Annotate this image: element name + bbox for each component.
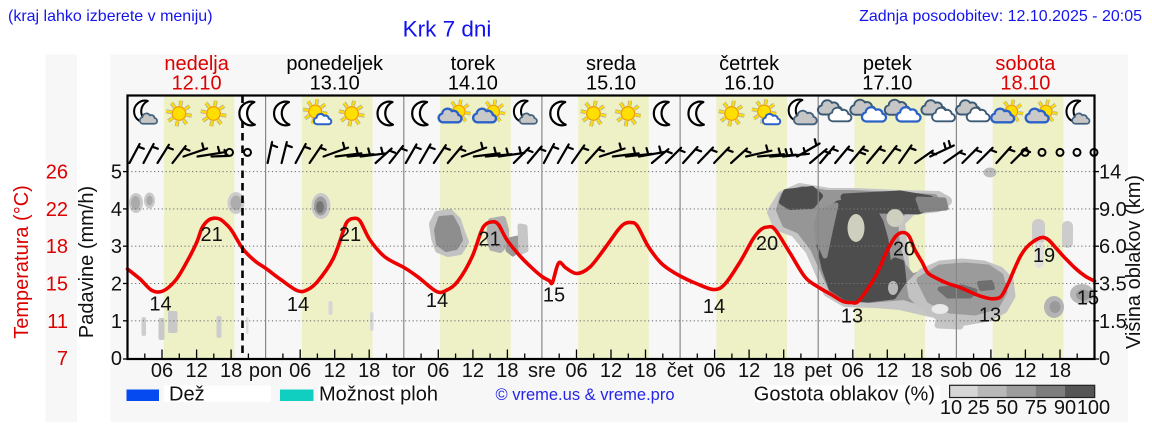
svg-text:7: 7 — [57, 348, 68, 370]
svg-text:(kraj lahko izberete v meniju): (kraj lahko izberete v meniju) — [8, 8, 213, 25]
svg-text:50: 50 — [996, 397, 1018, 419]
svg-text:14: 14 — [149, 294, 171, 316]
svg-text:21: 21 — [339, 224, 361, 246]
svg-text:sre: sre — [528, 360, 556, 382]
svg-text:06: 06 — [151, 360, 173, 382]
svg-text:13: 13 — [979, 305, 1001, 327]
svg-text:26: 26 — [46, 162, 68, 184]
svg-text:12: 12 — [185, 360, 207, 382]
svg-text:6.0: 6.0 — [1099, 236, 1127, 258]
svg-text:9.0: 9.0 — [1099, 199, 1127, 221]
svg-text:21: 21 — [478, 229, 500, 251]
svg-text:100: 100 — [1077, 397, 1110, 419]
svg-text:nedelja: nedelja — [164, 53, 229, 75]
svg-text:06: 06 — [842, 360, 864, 382]
svg-text:15.10: 15.10 — [586, 73, 636, 95]
svg-text:75: 75 — [1025, 397, 1047, 419]
svg-text:18: 18 — [1049, 360, 1071, 382]
svg-text:12: 12 — [324, 360, 346, 382]
svg-text:15: 15 — [46, 274, 68, 296]
svg-text:17.10: 17.10 — [862, 73, 912, 95]
svg-text:Temperatura (°C): Temperatura (°C) — [11, 185, 33, 339]
svg-text:14: 14 — [426, 290, 448, 312]
svg-text:Zadnja posodobitev: 12.10.2025: Zadnja posodobitev: 12.10.2025 - 20:05 — [859, 8, 1142, 25]
svg-text:3.5: 3.5 — [1099, 274, 1127, 296]
svg-text:© vreme.us & vreme.pro: © vreme.us & vreme.pro — [495, 386, 674, 404]
svg-text:18: 18 — [220, 360, 242, 382]
svg-text:15: 15 — [543, 285, 565, 307]
svg-text:14: 14 — [703, 296, 725, 318]
svg-text:12: 12 — [462, 360, 484, 382]
svg-text:22: 22 — [46, 199, 68, 221]
svg-text:18: 18 — [773, 360, 795, 382]
svg-text:sob: sob — [940, 360, 972, 382]
svg-text:4: 4 — [111, 199, 122, 221]
svg-text:Možnost ploh: Možnost ploh — [319, 384, 438, 406]
svg-text:18: 18 — [358, 360, 380, 382]
svg-text:petek: petek — [863, 53, 913, 75]
svg-text:90: 90 — [1054, 397, 1076, 419]
svg-text:18: 18 — [46, 236, 68, 258]
svg-text:0: 0 — [1099, 348, 1110, 370]
svg-text:12: 12 — [1014, 360, 1036, 382]
svg-text:Padavine (mm/h): Padavine (mm/h) — [76, 186, 98, 338]
svg-text:15: 15 — [1077, 288, 1099, 310]
svg-text:2: 2 — [111, 274, 122, 296]
svg-text:Gostota oblakov (%): Gostota oblakov (%) — [754, 384, 935, 406]
svg-text:čet: čet — [667, 360, 694, 382]
svg-text:14: 14 — [287, 294, 309, 316]
svg-text:5: 5 — [111, 162, 122, 184]
svg-text:četrtek: četrtek — [719, 53, 780, 75]
svg-text:12: 12 — [600, 360, 622, 382]
svg-text:torek: torek — [451, 53, 496, 75]
svg-text:20: 20 — [756, 233, 778, 255]
svg-text:12.10: 12.10 — [172, 73, 222, 95]
svg-text:Dež: Dež — [169, 384, 205, 406]
svg-text:Višina oblakov (km): Višina oblakov (km) — [1123, 175, 1145, 349]
svg-text:18: 18 — [911, 360, 933, 382]
svg-text:06: 06 — [565, 360, 587, 382]
svg-text:25: 25 — [967, 397, 989, 419]
svg-text:1.5: 1.5 — [1099, 311, 1127, 333]
svg-text:18: 18 — [496, 360, 518, 382]
svg-text:13.10: 13.10 — [310, 73, 360, 95]
svg-text:sobota: sobota — [995, 53, 1056, 75]
svg-text:sreda: sreda — [586, 53, 637, 75]
svg-text:18: 18 — [634, 360, 656, 382]
svg-text:12: 12 — [738, 360, 760, 382]
svg-text:0: 0 — [111, 348, 122, 370]
svg-text:14.10: 14.10 — [448, 73, 498, 95]
svg-text:Krk 7 dni: Krk 7 dni — [403, 17, 492, 42]
svg-text:06: 06 — [289, 360, 311, 382]
svg-text:3: 3 — [111, 236, 122, 258]
svg-text:19: 19 — [1033, 245, 1055, 267]
svg-text:13: 13 — [841, 306, 863, 328]
svg-text:10: 10 — [940, 397, 962, 419]
svg-text:ponedeljek: ponedeljek — [286, 53, 384, 75]
svg-text:tor: tor — [392, 360, 416, 382]
svg-text:1: 1 — [111, 311, 122, 333]
svg-text:pet: pet — [804, 360, 832, 382]
svg-text:12: 12 — [876, 360, 898, 382]
svg-text:06: 06 — [980, 360, 1002, 382]
svg-text:pon: pon — [249, 360, 282, 382]
svg-text:21: 21 — [200, 224, 222, 246]
svg-text:06: 06 — [427, 360, 449, 382]
svg-text:14: 14 — [1099, 162, 1121, 184]
svg-text:20: 20 — [893, 239, 915, 261]
svg-text:06: 06 — [703, 360, 725, 382]
svg-text:11: 11 — [47, 311, 68, 333]
svg-text:18.10: 18.10 — [1000, 73, 1050, 95]
svg-text:16.10: 16.10 — [724, 73, 774, 95]
